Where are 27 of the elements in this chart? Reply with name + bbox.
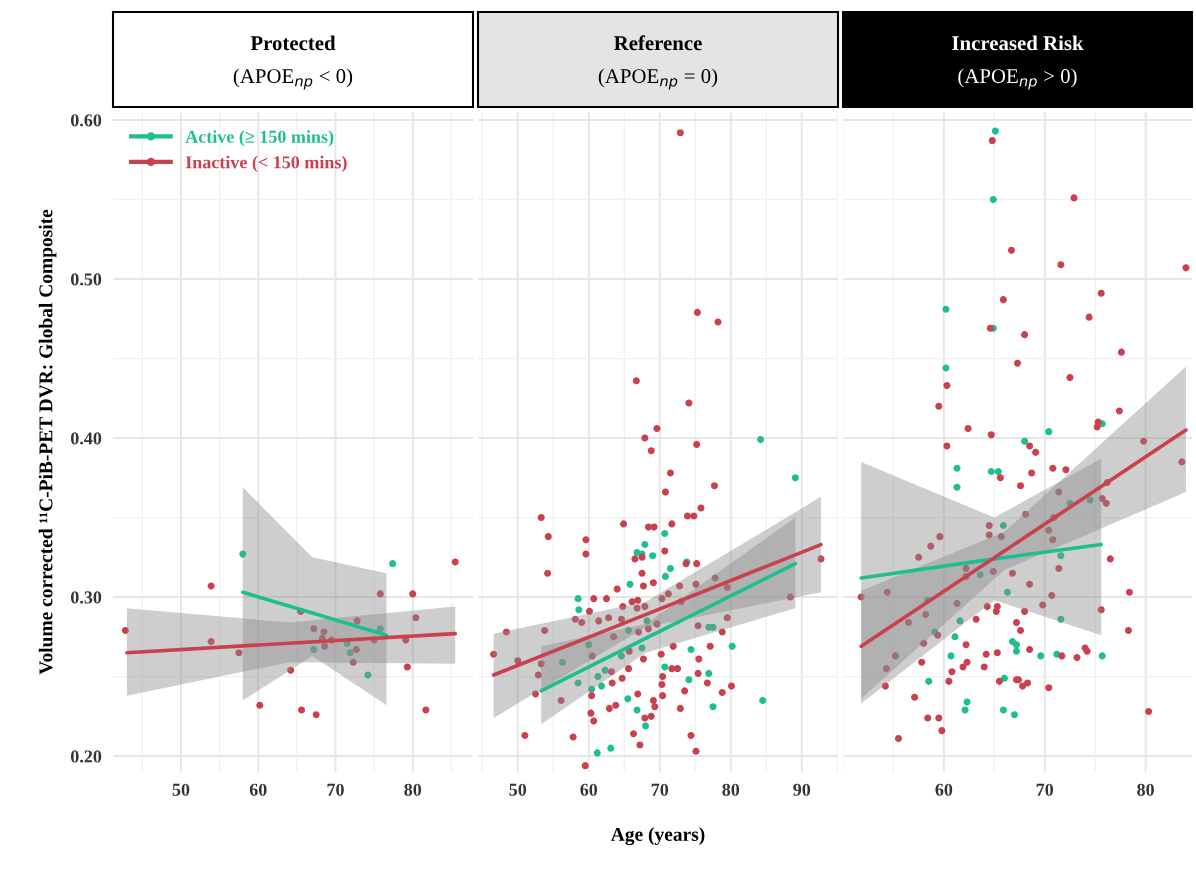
x-tick-label: 60 xyxy=(249,783,267,796)
chart-subtitle: (APOE$_{np}$ > 0) xyxy=(958,68,1077,90)
x-tick-label: 90 xyxy=(793,783,811,796)
y-tick-label: 0.60 xyxy=(70,114,102,127)
x-tick-label: 70 xyxy=(651,783,669,796)
chart-title: Reference xyxy=(614,35,702,51)
x-axis-title: Age (years) xyxy=(610,827,705,846)
x-tick-label: 80 xyxy=(404,783,422,796)
x-tick-label: 70 xyxy=(1036,783,1054,796)
x-tick-label: 80 xyxy=(1137,783,1154,796)
legend-label: Active (≥ 150 mins) xyxy=(185,130,334,147)
chart-title: Protected xyxy=(250,35,336,51)
chart-subtitle: (APOE$_{np}$ < 0) xyxy=(233,68,353,90)
x-tick-label: 60 xyxy=(935,783,953,796)
chart-subtitle: (APOE$_{np}$ = 0) xyxy=(598,68,718,90)
y-tick-label: 0.40 xyxy=(70,432,102,445)
x-tick-label: 70 xyxy=(327,783,344,796)
x-tick-label: 80 xyxy=(722,783,740,796)
chart-title: Increased Risk xyxy=(952,35,1084,51)
x-tick-label: 50 xyxy=(172,783,190,796)
x-tick-label: 60 xyxy=(580,783,598,796)
x-tick-label: 50 xyxy=(509,783,527,796)
y-tick-label: 0.20 xyxy=(70,750,102,763)
y-tick-label: 0.50 xyxy=(70,273,102,286)
y-axis-title: Volume corrected ¹¹C-PiB-PET DVR: Global Composite xyxy=(38,209,57,675)
y-tick-label: 0.30 xyxy=(70,591,102,604)
legend-label: Inactive (< 150 mins) xyxy=(185,155,347,173)
